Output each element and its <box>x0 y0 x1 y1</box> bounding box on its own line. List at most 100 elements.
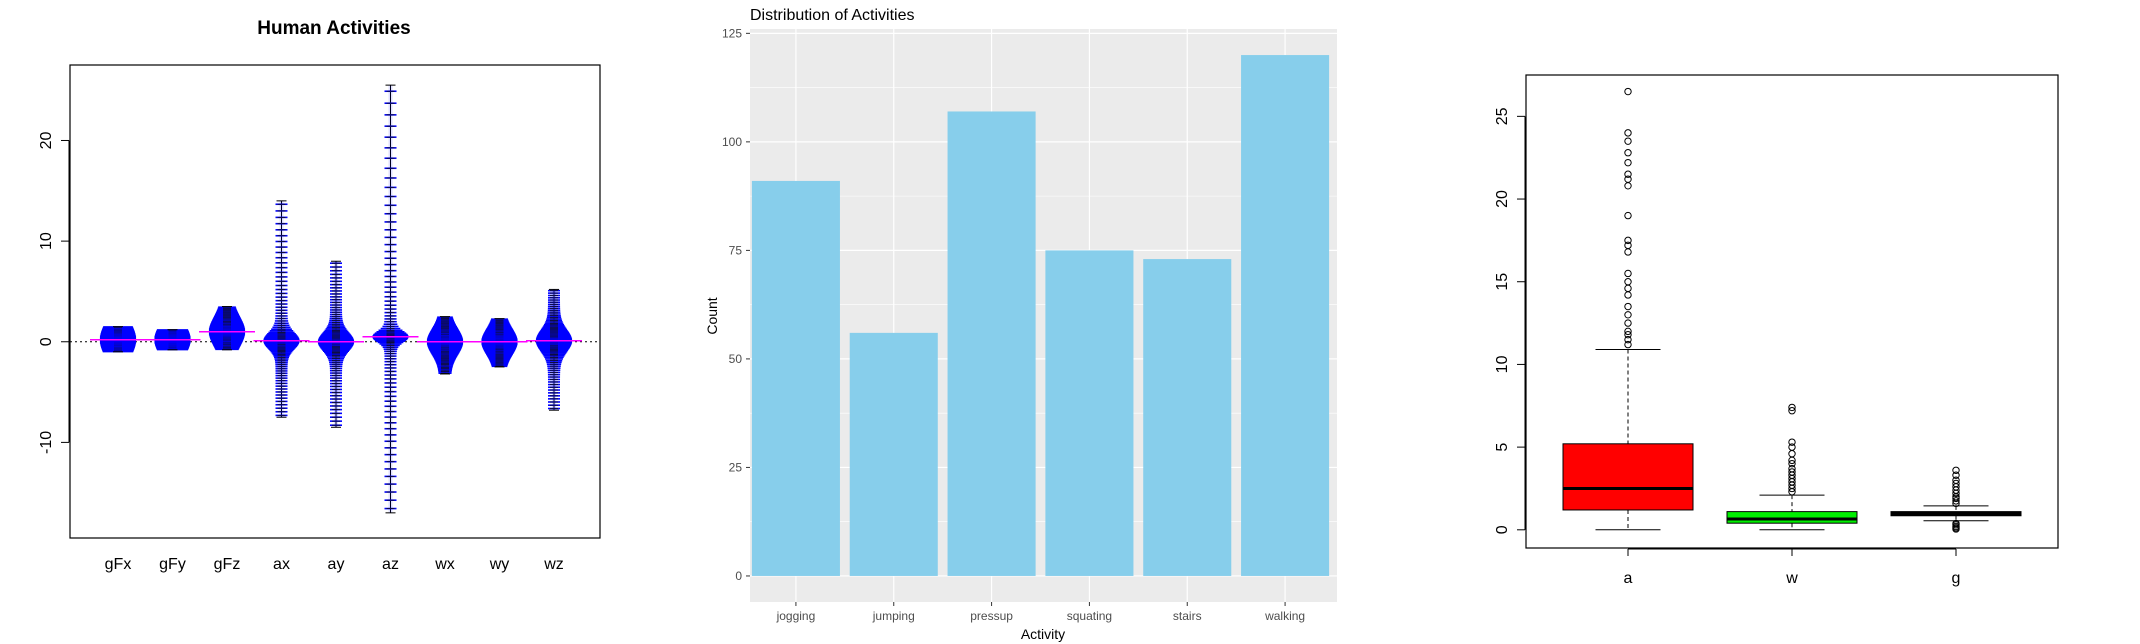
barchart-x-tick-label: jumping <box>872 609 915 623</box>
beanplot-x-tick-label: ay <box>328 556 345 573</box>
box-w <box>1726 403 1858 531</box>
beanplot-x-tick-label: gFz <box>214 556 241 573</box>
box-g <box>1890 466 2022 533</box>
box-outlier-point <box>1624 284 1632 293</box>
bar-jogging <box>751 180 840 576</box>
barchart-panel: Distribution of Activities 0 25 50 75 100 125… <box>704 7 1337 642</box>
bean-ay <box>308 260 364 428</box>
box-outlier-point <box>1624 182 1632 190</box>
bean-gFy <box>144 329 201 351</box>
box-outlier-point <box>1952 471 1960 479</box>
barchart-x-tick-label: jogging <box>776 609 816 623</box>
boxplot-y-tick-label: 10 <box>1494 355 1511 373</box>
bean-density <box>372 85 409 513</box>
bean-az <box>362 84 419 514</box>
box-outlier-point <box>1952 479 1960 488</box>
boxplot-y-tick-label: 0 <box>1494 525 1511 534</box>
box-outlier-point <box>1788 464 1796 473</box>
box-outlier-point <box>1952 466 1960 474</box>
box-outlier-point <box>1624 319 1632 327</box>
beanplot-panel: Human Activities -10 0 10 20 gFx gFy gFz ax ay az… <box>38 18 601 573</box>
boxplot-plot-frame <box>1525 74 2059 549</box>
barchart-x-tick-label: walking <box>1264 609 1305 623</box>
bean-wz <box>526 288 582 411</box>
boxplot-y-tick-label: 20 <box>1494 190 1511 208</box>
box-outlier-point <box>1624 149 1632 157</box>
beanplot-y-tick-label: 20 <box>38 131 55 149</box>
box-outlier-point <box>1788 443 1796 451</box>
beanplot-x-tick-label: wx <box>434 556 455 573</box>
barchart-x-axis-label: Activity <box>1021 626 1065 642</box>
barchart-panel-background <box>750 29 1337 602</box>
boxplot-y-tick-label: 15 <box>1494 273 1511 291</box>
barchart-y-tick-label: 0 <box>735 569 742 583</box>
bean-ax <box>253 200 310 418</box>
beanplot-y-tick-label: 0 <box>38 337 55 346</box>
boxplot-panel: 0 5 10 15 20 25 a w g <box>1494 74 2059 587</box>
beanplot-y-tick-label: 10 <box>38 232 55 250</box>
box-outlier-point <box>1624 335 1632 344</box>
bar-stairs <box>1143 259 1232 576</box>
box-outlier-point <box>1952 519 1960 528</box>
beanplot-y-tick-label: -10 <box>38 431 55 454</box>
barchart-y-tick-label: 75 <box>729 243 743 257</box>
box-outlier-point <box>1952 476 1960 484</box>
beanplot-plot-frame <box>69 64 601 539</box>
barchart-y-tick-label: 25 <box>729 460 743 474</box>
barchart-y-axis-label: Count <box>704 297 720 334</box>
box-outlier-point <box>1624 175 1632 183</box>
bean-gFz <box>199 306 255 351</box>
bar-jumping <box>849 332 938 576</box>
box-outlier-point <box>1788 450 1796 458</box>
beanplot-title: Human Activities <box>257 18 410 39</box>
box-a <box>1562 87 1694 531</box>
box-outlier-point <box>1624 211 1632 220</box>
box-iqr <box>1726 511 1858 524</box>
beanplot-x-tick-label: gFx <box>105 556 132 573</box>
box-outlier-point <box>1624 137 1632 145</box>
box-outlier-point <box>1624 129 1632 137</box>
beanplot-x-tick-label: wy <box>489 556 510 573</box>
box-outlier-point <box>1624 269 1632 278</box>
beanplot-x-tick-label: wz <box>543 556 564 573</box>
box-outlier-point <box>1624 236 1632 245</box>
box-outlier-point <box>1624 248 1632 256</box>
bean-wy <box>471 318 528 368</box>
boxplot-y-tick-label: 5 <box>1494 443 1511 452</box>
box-outlier-point <box>1624 87 1632 96</box>
box-outlier-point <box>1788 468 1796 476</box>
barchart-y-tick-label: 50 <box>729 352 743 366</box>
bar-walking <box>1241 55 1330 576</box>
box-iqr <box>1562 443 1694 511</box>
box-outlier-point <box>1624 330 1632 339</box>
box-outlier-point <box>1788 407 1796 415</box>
barchart-x-tick-label: squating <box>1067 609 1112 623</box>
beanplot-x-tick-label: gFy <box>159 556 186 573</box>
box-outlier-point <box>1788 438 1796 446</box>
bean-density <box>262 200 301 418</box>
bar-squating <box>1045 250 1134 576</box>
barchart-y-tick-label: 125 <box>722 26 742 40</box>
beanplot-x-tick-label: ax <box>273 556 290 573</box>
bar-pressup <box>947 111 1036 576</box>
boxplot-x-tick-label: g <box>1952 570 1961 587</box>
box-outlier-point <box>1624 241 1632 250</box>
box-outlier-point <box>1624 170 1632 178</box>
bean-wx <box>417 316 473 375</box>
box-outlier-point <box>1624 311 1632 319</box>
box-outlier-point <box>1624 278 1632 286</box>
barchart-x-tick-label: pressup <box>970 609 1013 623</box>
bean-gFx <box>90 326 146 353</box>
boxplot-x-tick-label: a <box>1624 570 1633 587</box>
box-outlier-point <box>1624 302 1632 311</box>
barchart-y-tick-label: 100 <box>722 135 742 149</box>
beanplot-x-tick-label: az <box>382 556 399 573</box>
box-outlier-point <box>1624 327 1632 336</box>
barchart-x-tick-label: stairs <box>1173 609 1202 623</box>
boxplot-x-tick-label: w <box>1785 570 1798 587</box>
box-outlier-point <box>1624 158 1632 167</box>
box-outlier-point <box>1624 291 1632 299</box>
box-outlier-point <box>1788 459 1796 468</box>
box-outlier-point <box>1952 497 1960 505</box>
